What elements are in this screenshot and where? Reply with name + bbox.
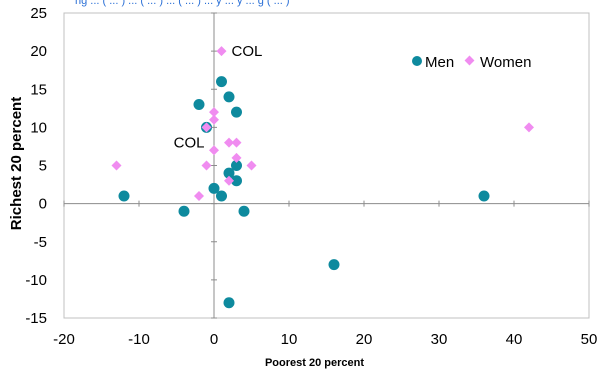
y-tick-label: 15 <box>30 81 47 98</box>
data-point-women <box>194 191 204 201</box>
x-tick-label: 20 <box>356 331 373 348</box>
x-tick-label: -10 <box>128 331 150 348</box>
data-point-men <box>223 167 235 179</box>
data-point-women <box>216 46 227 57</box>
annotation-label: COL <box>174 134 205 151</box>
data-point-men <box>223 91 235 103</box>
series-men <box>118 76 490 309</box>
legend-women-label: Women <box>480 54 531 71</box>
data-point-women <box>201 160 212 171</box>
y-tick-label: 10 <box>30 119 47 136</box>
data-point-men <box>208 182 220 194</box>
x-axis-title: Poorest 20 percent <box>265 357 364 369</box>
series-women <box>111 46 534 201</box>
y-tick-label: -5 <box>34 234 47 251</box>
data-point-men <box>118 190 130 202</box>
plot-area <box>63 12 590 319</box>
x-tick-label: 30 <box>431 331 448 348</box>
data-point-women <box>524 122 534 133</box>
x-tick-label: 40 <box>506 331 523 348</box>
data-point-women <box>201 122 212 133</box>
data-point-men <box>328 259 340 271</box>
data-point-men <box>193 99 205 110</box>
data-point-men <box>216 190 227 202</box>
legend: Men Women <box>412 54 531 71</box>
data-point-men <box>178 205 190 217</box>
y-tick-label: -15 <box>25 310 47 327</box>
data-point-men <box>231 160 242 171</box>
data-point-women <box>231 137 242 148</box>
x-tick-label: 0 <box>210 331 218 348</box>
annotation-label: COL <box>232 43 263 60</box>
y-tick-label: 5 <box>39 158 47 175</box>
annotation-layer: COL COL <box>174 43 263 151</box>
legend-men-marker <box>412 56 422 66</box>
y-tick-label: 25 <box>30 5 47 22</box>
data-point-men <box>231 106 242 118</box>
x-tick-label: -20 <box>53 331 75 348</box>
y-tick-label: 20 <box>30 43 47 60</box>
data-point-men <box>238 205 250 217</box>
data-point-men <box>216 76 227 88</box>
data-point-women <box>224 175 234 186</box>
data-point-women <box>209 114 219 125</box>
data-point-women <box>111 160 122 171</box>
y-axis-ticks: -15 -10 -5 0 5 10 15 20 25 <box>25 5 217 327</box>
series-layer <box>111 46 534 309</box>
y-axis-title: Richest 20 percent <box>8 97 25 230</box>
cropped-title-fragment: ng ... ( ... ) ... ( ... ) ... ( ... ) .… <box>75 0 290 7</box>
data-point-men <box>223 297 235 309</box>
data-point-women <box>231 152 242 163</box>
data-point-women <box>224 137 234 148</box>
x-axis-ticks: -20 -10 0 10 20 30 40 50 <box>53 200 598 348</box>
y-tick-label: 0 <box>39 196 47 213</box>
y-tick-label: -10 <box>25 272 47 289</box>
data-point-women <box>209 107 219 118</box>
x-tick-label: 50 <box>581 331 598 348</box>
data-point-women <box>209 145 219 156</box>
data-point-men <box>478 190 490 202</box>
x-tick-label: 10 <box>281 331 298 348</box>
data-point-women <box>246 160 257 171</box>
data-point-men <box>231 175 242 187</box>
legend-men-label: Men <box>425 54 454 71</box>
